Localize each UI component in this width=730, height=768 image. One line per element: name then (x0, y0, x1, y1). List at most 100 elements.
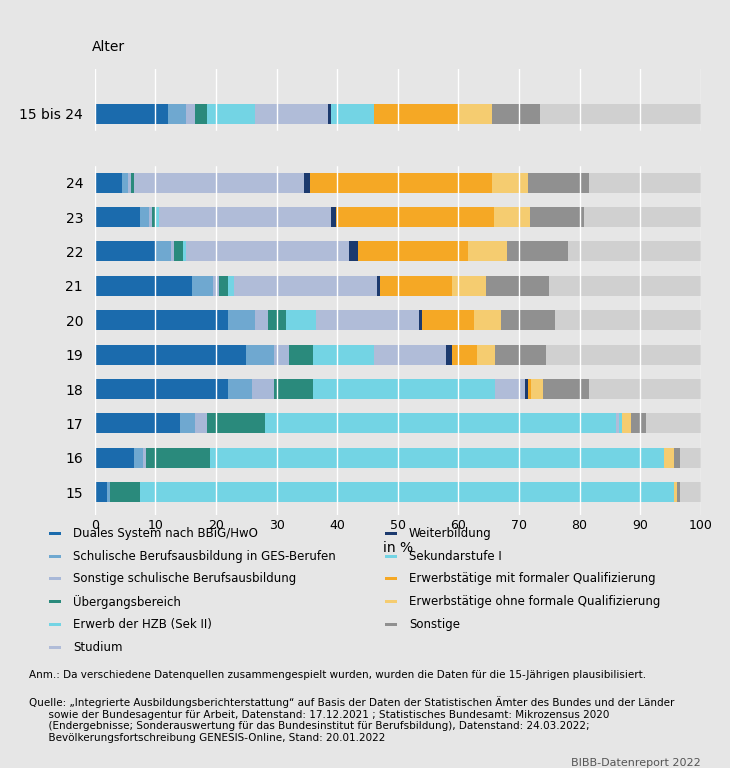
Bar (155, 207, 158, 227)
Bar (313, 379, 495, 399)
Bar (274, 345, 289, 365)
Bar (234, 276, 377, 296)
Bar (289, 345, 313, 365)
Bar (664, 448, 674, 468)
Bar (377, 276, 380, 296)
Bar (228, 276, 234, 296)
Bar (147, 448, 210, 468)
Bar (268, 310, 285, 330)
X-axis label: in %: in % (383, 541, 413, 554)
Bar (50, 554, 61, 558)
Bar (228, 310, 256, 330)
Bar (255, 310, 268, 330)
Bar (385, 623, 397, 626)
Text: BIBB-Datenreport 2022: BIBB-Datenreport 2022 (571, 758, 701, 768)
Bar (95, 413, 701, 433)
Bar (385, 578, 397, 581)
Bar (95, 310, 228, 330)
Bar (674, 482, 677, 502)
Bar (168, 104, 185, 124)
Bar (95, 207, 140, 227)
Bar (50, 601, 61, 603)
Bar (446, 345, 453, 365)
Text: Erwerb der HZB (Sek II): Erwerb der HZB (Sek II) (73, 618, 212, 631)
Bar (467, 241, 507, 261)
Bar (134, 448, 143, 468)
Bar (95, 104, 701, 124)
Bar (180, 413, 195, 433)
Bar (210, 448, 664, 468)
Bar (122, 173, 128, 193)
Bar (677, 482, 680, 502)
Text: Sonstige schulische Berufsausbildung: Sonstige schulische Berufsausbildung (73, 572, 296, 585)
Bar (95, 173, 701, 193)
Bar (350, 241, 358, 261)
Bar (380, 276, 453, 296)
Bar (493, 207, 530, 227)
Bar (50, 578, 61, 581)
Bar (525, 379, 528, 399)
Bar (674, 448, 680, 468)
Bar (110, 482, 140, 502)
Bar (274, 379, 313, 399)
Text: Sekundarstufe I: Sekundarstufe I (409, 550, 502, 563)
Bar (95, 310, 701, 330)
Bar (336, 207, 493, 227)
Bar (95, 448, 701, 468)
Bar (422, 310, 474, 330)
Bar (192, 276, 213, 296)
Bar (331, 104, 374, 124)
Bar (385, 554, 397, 558)
Bar (95, 379, 701, 399)
Bar (419, 310, 422, 330)
Bar (331, 207, 336, 227)
Text: Sonstige: Sonstige (409, 618, 460, 631)
Bar (528, 379, 531, 399)
Bar (619, 413, 622, 433)
Bar (531, 379, 543, 399)
Bar (95, 276, 701, 296)
Bar (140, 482, 674, 502)
Bar (207, 104, 256, 124)
Bar (195, 413, 207, 433)
Bar (153, 207, 155, 227)
Bar (304, 173, 310, 193)
Bar (128, 173, 131, 193)
Bar (207, 413, 264, 433)
Bar (492, 173, 528, 193)
Bar (622, 413, 631, 433)
Text: Erwerbstätige ohne formale Qualifizierung: Erwerbstätige ohne formale Qualifizierun… (409, 595, 661, 608)
Bar (50, 531, 61, 535)
Bar (50, 623, 61, 626)
Bar (474, 310, 501, 330)
Bar (171, 241, 174, 261)
Text: Übergangsbereich: Übergangsbereich (73, 594, 181, 609)
Bar (95, 448, 134, 468)
Bar (95, 276, 192, 296)
Bar (458, 104, 492, 124)
Bar (264, 413, 616, 433)
Text: Duales System nach BBiG/HwO: Duales System nach BBiG/HwO (73, 527, 258, 540)
Bar (95, 241, 155, 261)
Bar (477, 345, 495, 365)
Bar (247, 345, 274, 365)
Bar (374, 104, 458, 124)
Bar (95, 241, 701, 261)
Bar (358, 241, 467, 261)
Bar (316, 310, 419, 330)
Bar (182, 241, 186, 261)
Bar (95, 482, 107, 502)
Bar (501, 310, 556, 330)
Bar (143, 448, 147, 468)
Bar (140, 207, 150, 227)
Bar (131, 173, 134, 193)
Bar (158, 207, 331, 227)
Bar (50, 646, 61, 649)
Bar (219, 276, 228, 296)
Bar (134, 173, 304, 193)
Text: Weiterbildung: Weiterbildung (409, 527, 492, 540)
Bar (95, 345, 247, 365)
Bar (253, 379, 274, 399)
Bar (174, 241, 182, 261)
Bar (228, 379, 253, 399)
